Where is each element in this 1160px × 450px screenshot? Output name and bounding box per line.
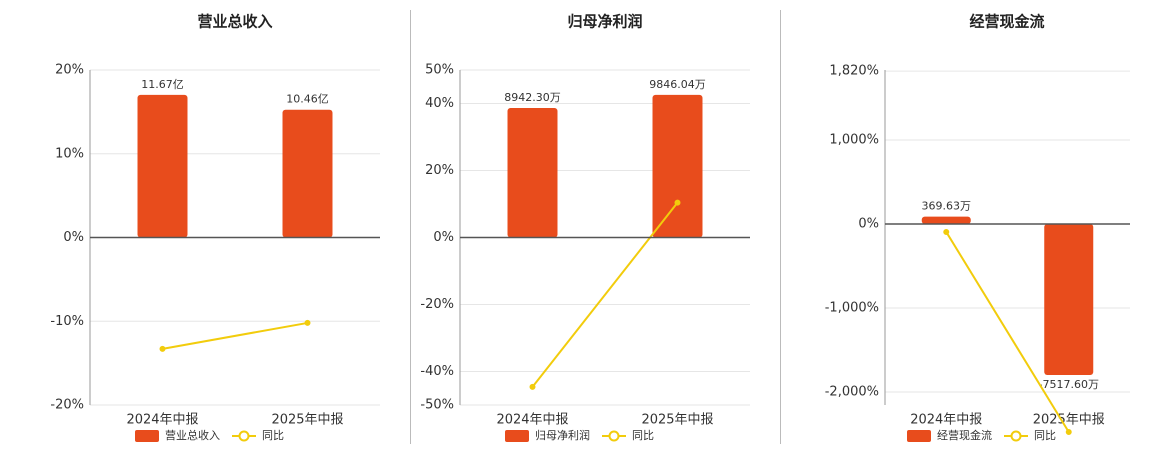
x-tick-label: 2025年中报 (271, 413, 343, 428)
bar (282, 109, 333, 238)
legend-swatch (505, 430, 529, 442)
yoy-point (304, 319, 311, 326)
y-tick-label: 1,000% (829, 132, 879, 147)
chart-title: 归母净利润 (567, 13, 642, 31)
y-tick-label: -20% (420, 297, 454, 312)
yoy-line (945, 231, 1070, 433)
x-tick-label: 2025年中报 (641, 413, 713, 428)
y-tick-label: -10% (50, 314, 84, 329)
legend-label: 营业总收入 (165, 428, 220, 442)
legend-swatch (135, 430, 159, 442)
value-label: 369.63万 (922, 200, 972, 213)
value-label: -7517.60万 (1039, 378, 1099, 391)
yoy-point (674, 199, 681, 206)
y-tick-label: -40% (420, 364, 454, 379)
legend-swatch (907, 430, 931, 442)
y-tick-label: -20% (50, 398, 84, 413)
legend-swatch (608, 430, 620, 442)
legend-label: 经营现金流 (937, 428, 992, 442)
legend-label: 归母净利润 (535, 428, 590, 442)
y-tick-label: 40% (425, 96, 454, 111)
legend-label: 同比 (262, 429, 284, 442)
chart-title: 经营现金流 (969, 13, 1044, 31)
y-tick-label: 0% (433, 230, 454, 245)
y-tick-label: 20% (425, 163, 454, 178)
value-label: 11.67亿 (141, 78, 184, 91)
y-tick-label: 10% (55, 146, 84, 161)
yoy-point (943, 228, 950, 235)
y-tick-label: 1,820% (829, 64, 879, 79)
bar (1044, 224, 1094, 376)
y-tick-label: 50% (425, 63, 454, 78)
legend-swatch (1010, 430, 1022, 442)
yoy-point (529, 383, 536, 390)
yoy-point (159, 345, 166, 352)
chart-title: 营业总收入 (197, 13, 272, 31)
x-tick-label: 2024年中报 (126, 413, 198, 428)
y-tick-label: 0% (858, 216, 879, 231)
bar (652, 94, 703, 238)
bar (507, 108, 558, 238)
bar (137, 94, 188, 238)
yoy-line (531, 202, 679, 388)
y-tick-label: -1,000% (825, 300, 879, 315)
yoy-point (1065, 428, 1072, 435)
legend-label: 同比 (632, 429, 654, 442)
x-tick-label: 2025年中报 (1033, 413, 1105, 428)
x-tick-label: 2024年中报 (496, 413, 568, 428)
x-tick-label: 2024年中报 (910, 413, 982, 428)
value-label: 10.46亿 (286, 93, 329, 106)
value-label: 9846.04万 (649, 78, 706, 91)
value-label: 8942.30万 (504, 91, 561, 104)
legend-label: 同比 (1034, 429, 1056, 442)
y-tick-label: -2,000% (825, 384, 879, 399)
legend-swatch (238, 430, 250, 442)
y-tick-label: 0% (63, 230, 84, 245)
bar (921, 216, 971, 225)
y-tick-label: -50% (420, 398, 454, 413)
yoy-line (162, 321, 308, 350)
y-tick-label: 20% (55, 63, 84, 78)
